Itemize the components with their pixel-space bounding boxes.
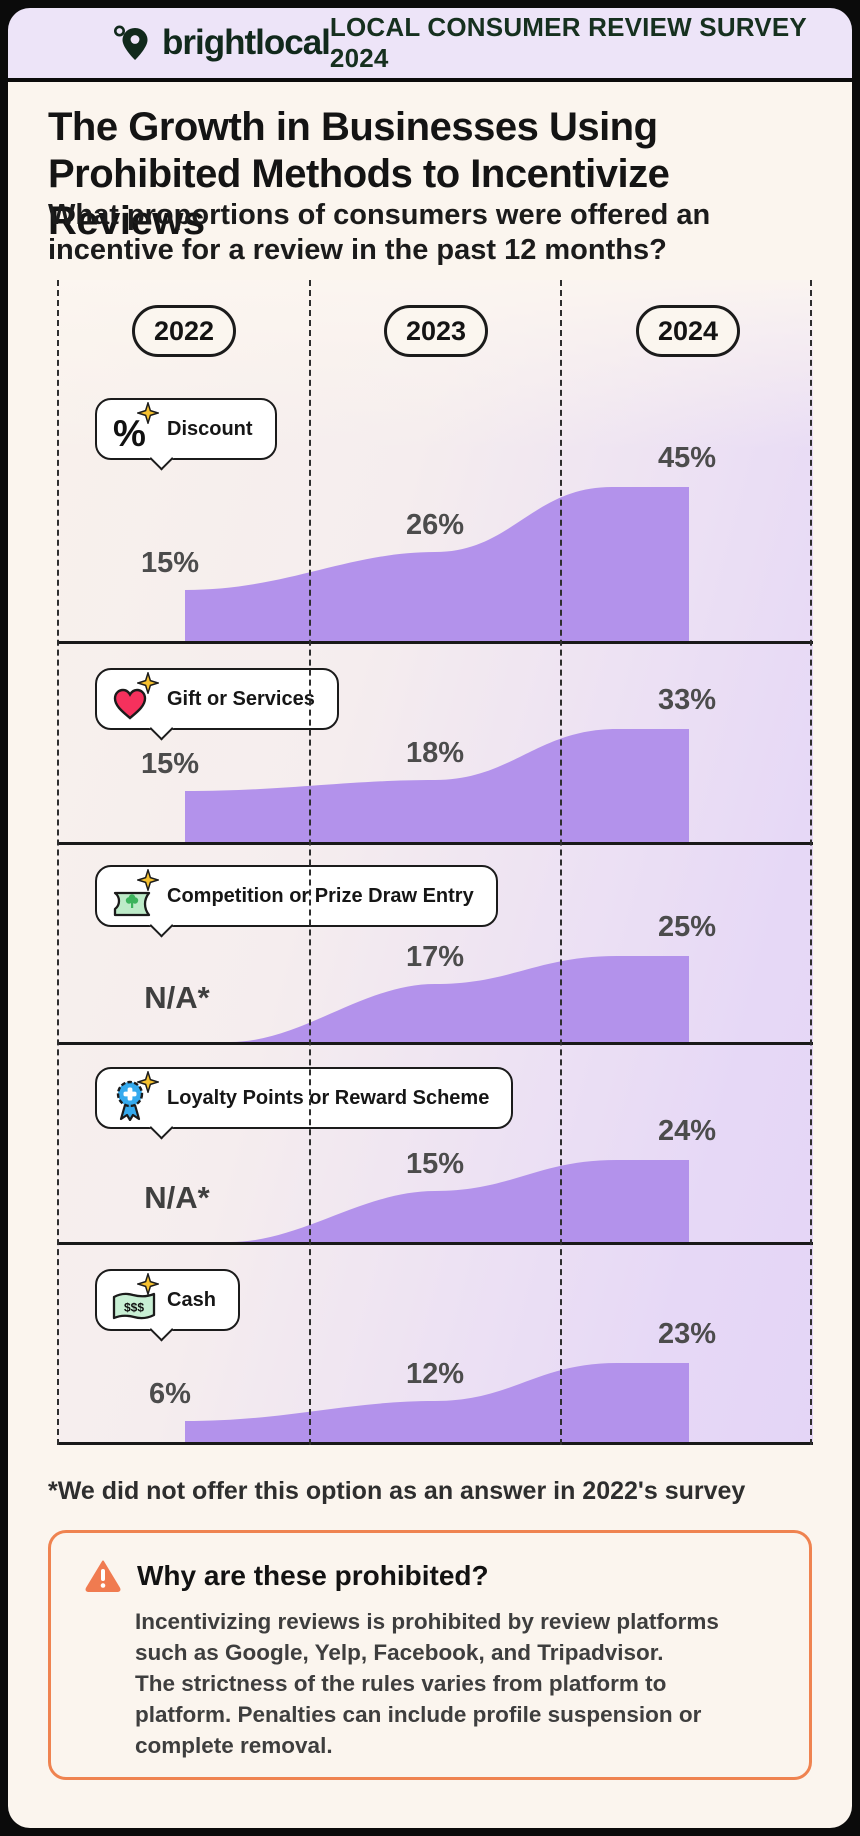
dashed-gridline	[309, 280, 311, 1445]
category-label: Loyalty Points or Reward Scheme	[167, 1086, 490, 1109]
value-2022: N/A*	[144, 1180, 210, 1215]
value-2023: 17%	[405, 941, 465, 973]
page-title: The Growth in Businesses Using Prohibite…	[48, 105, 670, 243]
chart-row-cash: $$$ Cash 6% 12% 23%	[57, 1245, 813, 1445]
warning-triangle-icon	[85, 1560, 121, 1592]
map-pin-heart-icon	[114, 25, 148, 60]
area-fill-discount	[185, 487, 689, 641]
logo-wordmark: brightlocal	[162, 23, 331, 62]
area-fill-cash	[185, 1363, 689, 1442]
sparkle-icon	[137, 1071, 159, 1093]
value-2024: 45%	[657, 442, 717, 474]
area-chart: 2022 2023 2024 % Discount 15% 26% 45%	[57, 280, 813, 1445]
value-2022: N/A*	[144, 980, 210, 1015]
category-label: Competition or Prize Draw Entry	[167, 884, 474, 907]
page-subtitle: What proportions of consumers were offer…	[48, 199, 711, 267]
value-2022: 15%	[140, 547, 200, 579]
year-pill-2023: 2023	[384, 305, 488, 357]
value-2024: 24%	[657, 1115, 717, 1147]
area-fill-gift	[185, 729, 689, 842]
value-2022: 15%	[140, 748, 200, 780]
category-bubble-loyalty: Loyalty Points or Reward Scheme	[95, 1067, 514, 1129]
value-2024: 33%	[657, 684, 717, 716]
warning-body: Incentivizing reviews is prohibited by r…	[135, 1609, 719, 1759]
footnote: *We did not offer this option as an answ…	[48, 1477, 746, 1505]
category-label: Cash	[167, 1288, 216, 1311]
category-bubble-competition: Competition or Prize Draw Entry	[95, 865, 498, 927]
sparkle-icon	[137, 402, 159, 424]
category-bubble-cash: $$$ Cash	[95, 1269, 240, 1331]
category-label: Discount	[167, 417, 253, 440]
value-2023: 15%	[405, 1148, 465, 1180]
chart-row-gift: Gift or Services 15% 18% 33%	[57, 644, 813, 845]
value-2024: 25%	[657, 911, 717, 943]
dashed-gridline	[810, 280, 812, 1445]
value-2023: 12%	[405, 1358, 465, 1390]
dashed-gridline	[57, 280, 59, 1445]
value-2022: 6%	[149, 1378, 191, 1410]
dashed-gridline	[560, 280, 562, 1445]
category-bubble-gift: Gift or Services	[95, 668, 339, 730]
area-fill-loyalty	[230, 1160, 689, 1242]
value-2023: 26%	[405, 509, 465, 541]
rosette-icon	[111, 1071, 159, 1121]
banknote-icon: $$$	[111, 1273, 159, 1323]
year-pill-2024: 2024	[636, 305, 740, 357]
sparkle-icon	[137, 1273, 159, 1295]
value-2023: 18%	[405, 737, 465, 769]
sparkle-icon	[137, 869, 159, 891]
brightlocal-logo: brightlocal	[112, 22, 331, 64]
percent-icon: %	[111, 402, 159, 452]
survey-title: LOCAL CONSUMER REVIEW SURVEY 2024	[329, 12, 807, 73]
category-label: Gift or Services	[167, 687, 315, 710]
warning-title: Why are these prohibited?	[137, 1560, 489, 1591]
content-card: The Growth in Businesses Using Prohibite…	[8, 82, 852, 1828]
area-fill-competition	[230, 956, 689, 1042]
year-pill-2022: 2022	[132, 305, 236, 357]
heart-icon	[111, 672, 159, 722]
sparkle-icon	[137, 672, 159, 694]
header-bar: brightlocal LOCAL CONSUMER REVIEW SURVEY…	[8, 8, 852, 78]
value-2024: 23%	[657, 1318, 717, 1350]
ticket-icon	[111, 869, 159, 919]
warning-box: Why are these prohibited? Incentivizing …	[48, 1530, 812, 1780]
category-bubble-discount: % Discount	[95, 398, 277, 460]
chart-row-loyalty: Loyalty Points or Reward Scheme N/A* 15%…	[57, 1045, 813, 1245]
chart-row-competition: Competition or Prize Draw Entry N/A* 17%…	[57, 845, 813, 1045]
svg-text:$$$: $$$	[124, 1301, 144, 1315]
chart-row-discount: 2022 2023 2024 % Discount 15% 26% 45%	[57, 280, 813, 644]
